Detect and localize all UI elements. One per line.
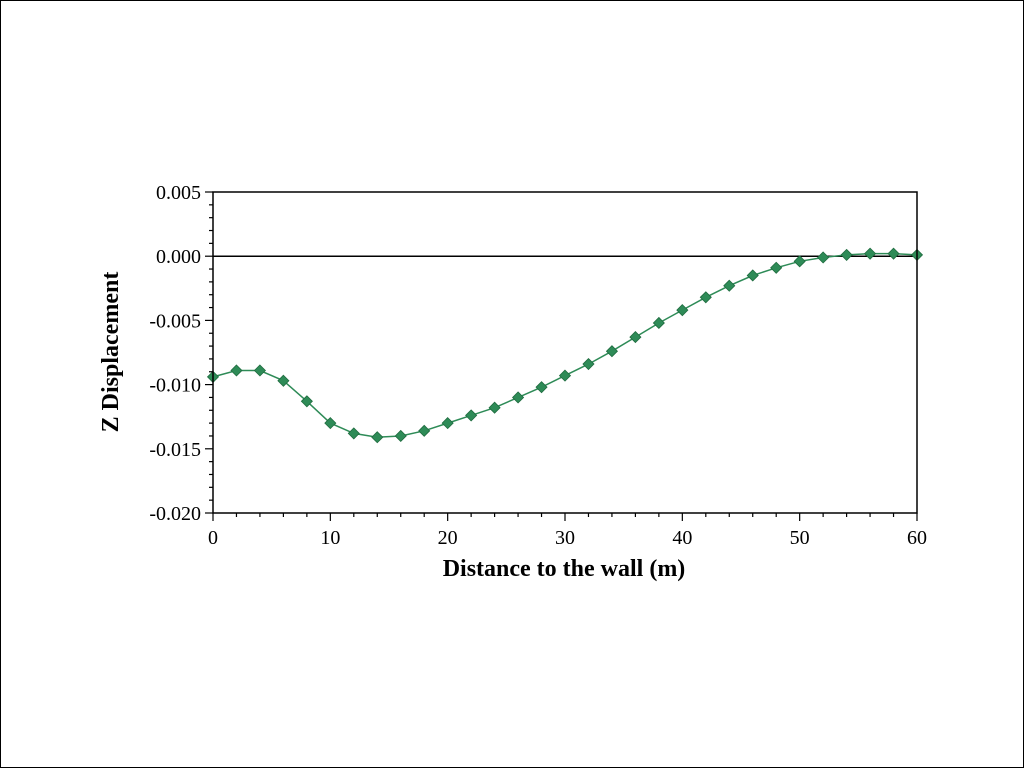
- y-tick-label: -0.015: [149, 439, 201, 461]
- x-tick-label: 40: [672, 527, 692, 549]
- data-point: [558, 369, 572, 382]
- x-tick-label: 0: [208, 527, 218, 549]
- data-point: [723, 279, 736, 292]
- data-point: [629, 331, 642, 344]
- data-point: [300, 395, 313, 408]
- data-point: [864, 247, 877, 260]
- y-tick-label: 0.005: [156, 182, 201, 204]
- x-tick-label: 30: [555, 527, 575, 549]
- data-point: [488, 401, 501, 414]
- data-point: [347, 427, 360, 440]
- y-tick-label: -0.020: [149, 503, 201, 525]
- data-point: [394, 429, 407, 443]
- data-point: [699, 291, 712, 304]
- data-point: [512, 391, 525, 404]
- y-tick-label: -0.010: [149, 375, 201, 397]
- data-point: [324, 417, 337, 430]
- y-tick-label: 0.000: [156, 246, 201, 268]
- data-point: [887, 247, 900, 260]
- y-axis-title: Z Displacement: [98, 272, 124, 433]
- data-point: [535, 381, 548, 394]
- series-layer: [206, 247, 924, 444]
- data-point: [793, 255, 806, 268]
- data-point: [652, 316, 665, 330]
- axis-layer: 0.005 0.000 -0.005 -0.010 -0.015 -0.020 0 10 20 3…: [149, 182, 927, 549]
- data-point: [277, 374, 290, 387]
- data-point: [840, 248, 853, 261]
- x-tick-label: 50: [790, 527, 810, 549]
- series-line: [212, 252, 918, 438]
- data-point: [253, 364, 266, 377]
- x-tick-label: 10: [320, 527, 340, 549]
- data-point: [582, 357, 595, 371]
- data-point: [230, 364, 243, 377]
- data-point: [676, 304, 689, 317]
- x-axis-title: Distance to the wall (m): [443, 556, 686, 582]
- data-point: [418, 424, 431, 437]
- data-point: [605, 345, 618, 358]
- data-point: [441, 417, 454, 430]
- y-tick-label: -0.005: [149, 310, 201, 332]
- x-tick-label: 60: [907, 527, 927, 549]
- data-point: [817, 251, 830, 264]
- data-point: [746, 269, 759, 282]
- data-point: [371, 431, 384, 444]
- plot-frame: [212, 191, 918, 514]
- data-point: [770, 261, 783, 274]
- x-tick-label: 20: [438, 527, 458, 549]
- data-point: [465, 409, 478, 422]
